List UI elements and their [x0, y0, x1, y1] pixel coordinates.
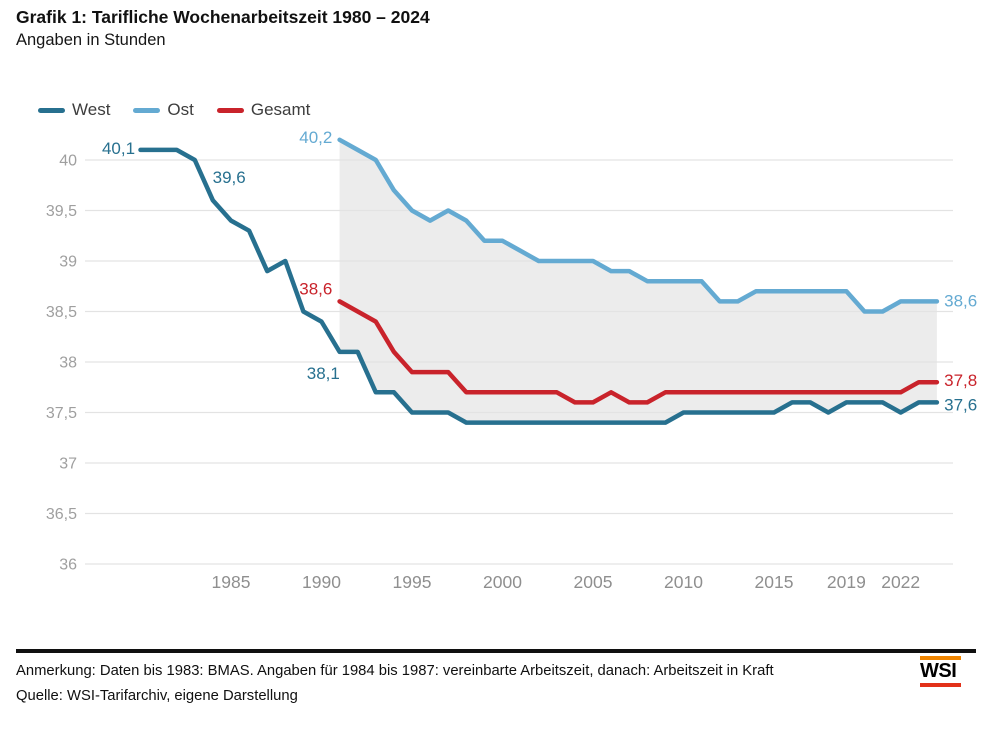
data-label: 38,6: [299, 280, 332, 299]
y-tick-label: 36: [59, 557, 77, 574]
data-label: 40,1: [102, 139, 135, 158]
y-tick-label: 39: [59, 254, 77, 271]
legend-swatch-icon: [133, 107, 161, 113]
data-label: 37,6: [944, 396, 977, 415]
series-line-ost: [337, 137, 940, 315]
footer-note: Anmerkung: Daten bis 1983: BMAS. Angaben…: [16, 663, 774, 680]
x-tick-label: 1995: [393, 572, 432, 592]
data-label: 40,2: [299, 128, 332, 147]
legend-item-ost: Ost: [133, 100, 194, 120]
y-tick-label: 37,5: [46, 405, 77, 422]
legend-label: Ost: [167, 100, 194, 120]
chart-header: Grafik 1: Tarifliche Wochenarbeitszeit 1…: [0, 0, 992, 51]
legend-item-gesamt: Gesamt: [216, 100, 311, 120]
chart-footer: Anmerkung: Daten bis 1983: BMAS. Angaben…: [16, 649, 976, 704]
wsi-logo-bottom-bar: [920, 683, 961, 687]
x-tick-label: 2022: [881, 572, 920, 592]
x-tick-label: 2000: [483, 572, 522, 592]
chart-svg: 36 36,5 37 37,5 38 38,5 39 39,5 40 1985 1990 1995 20…: [46, 128, 977, 592]
footer-source: Quelle: WSI-Tarifarchiv, eigene Darstell…: [16, 688, 298, 705]
wsi-logo-top-bar: [920, 656, 961, 661]
y-tick-label: 38: [59, 355, 77, 372]
y-tick-label: 39,5: [46, 203, 77, 220]
y-tick-label: 40: [59, 153, 77, 170]
legend-label: West: [72, 100, 111, 120]
wsi-logo: WSI: [920, 656, 961, 687]
legend-label: Gesamt: [250, 100, 311, 120]
data-label: 38,1: [307, 364, 340, 383]
data-label: 39,6: [213, 169, 246, 188]
x-tick-label: 1990: [302, 572, 341, 592]
y-tick-label: 37: [59, 456, 77, 473]
legend-item-west: West: [38, 100, 110, 120]
page-subtitle: Angaben in Stunden: [16, 30, 166, 49]
legend-swatch-icon: [216, 107, 244, 113]
x-tick-label: 2010: [664, 572, 703, 592]
x-tick-label: 2005: [574, 572, 613, 592]
y-tick-label: 36,5: [46, 506, 77, 523]
area-ost-west: [339, 140, 937, 423]
series-line-west: [138, 147, 940, 426]
x-tick-label: 1985: [212, 572, 251, 592]
chart-legend: West Ost Gesamt: [38, 100, 992, 120]
x-tick-label: 2019: [827, 572, 866, 592]
footer-divider: [16, 649, 976, 654]
legend-swatch-icon: [38, 107, 65, 113]
data-label: 37,8: [944, 372, 977, 391]
wsi-logo-text: WSI: [920, 660, 957, 683]
data-label: 38,6: [944, 292, 977, 311]
y-tick-label: 38,5: [46, 304, 77, 321]
page-title: Grafik 1: Tarifliche Wochenarbeitszeit 1…: [16, 7, 430, 27]
series-line-gesamt: [337, 299, 940, 405]
x-tick-label: 2015: [755, 572, 794, 592]
